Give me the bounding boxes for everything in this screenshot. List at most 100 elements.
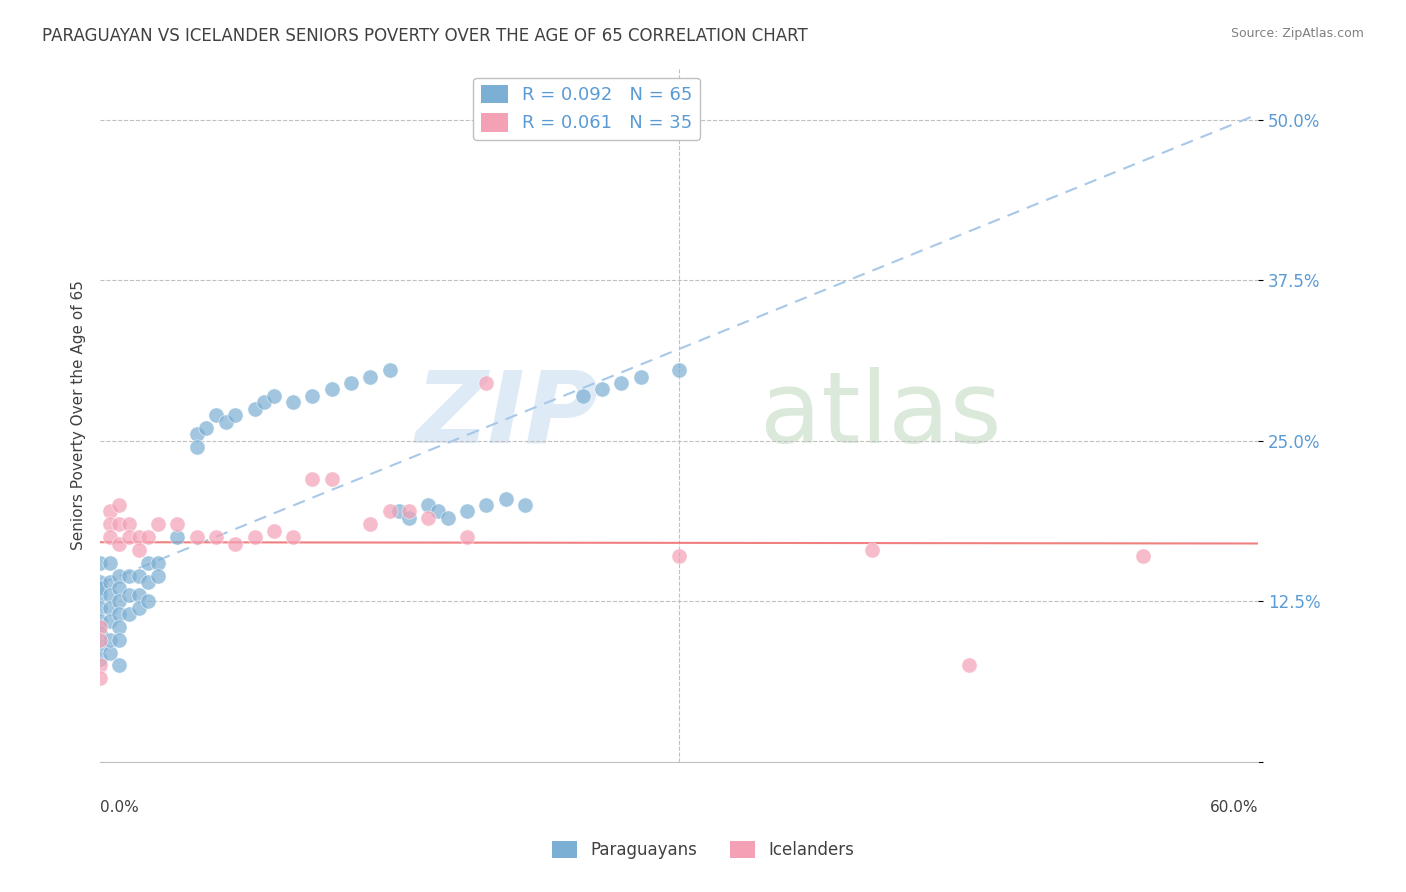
Point	[263, 524, 285, 538]
Point	[89, 652, 111, 666]
Point	[513, 498, 536, 512]
Point	[118, 607, 141, 622]
Point	[359, 369, 381, 384]
Point	[456, 530, 478, 544]
Point	[98, 614, 121, 628]
Point	[89, 639, 111, 653]
Point	[108, 498, 131, 512]
Point	[186, 530, 208, 544]
Point	[146, 568, 169, 582]
Point	[89, 556, 111, 570]
Point	[98, 600, 121, 615]
Text: Source: ZipAtlas.com: Source: ZipAtlas.com	[1230, 27, 1364, 40]
Y-axis label: Seniors Poverty Over the Age of 65: Seniors Poverty Over the Age of 65	[72, 280, 86, 550]
Point	[146, 517, 169, 532]
Point	[98, 646, 121, 660]
Point	[89, 582, 111, 596]
Point	[301, 472, 323, 486]
Point	[128, 568, 150, 582]
Point	[860, 543, 883, 558]
Point	[195, 421, 218, 435]
Point	[108, 632, 131, 647]
Point	[475, 376, 498, 390]
Point	[89, 626, 111, 640]
Point	[98, 504, 121, 518]
Point	[668, 549, 690, 564]
Point	[224, 536, 246, 550]
Point	[321, 472, 343, 486]
Point	[128, 588, 150, 602]
Point	[340, 376, 363, 390]
Point	[108, 607, 131, 622]
Point	[359, 517, 381, 532]
Point	[283, 395, 305, 409]
Point	[118, 530, 141, 544]
Point	[283, 530, 305, 544]
Point	[138, 575, 160, 590]
Point	[418, 498, 440, 512]
Point	[128, 530, 150, 544]
Point	[630, 369, 652, 384]
Point	[108, 582, 131, 596]
Text: atlas: atlas	[761, 367, 1002, 464]
Point	[89, 600, 111, 615]
Point	[118, 568, 141, 582]
Point	[166, 517, 188, 532]
Point	[108, 517, 131, 532]
Point	[89, 671, 111, 685]
Point	[128, 600, 150, 615]
Point	[89, 658, 111, 673]
Point	[118, 588, 141, 602]
Point	[186, 440, 208, 454]
Point	[128, 543, 150, 558]
Point	[591, 383, 613, 397]
Point	[146, 556, 169, 570]
Point	[108, 594, 131, 608]
Point	[186, 427, 208, 442]
Point	[243, 530, 266, 544]
Point	[957, 658, 980, 673]
Point	[301, 389, 323, 403]
Point	[205, 530, 228, 544]
Point	[98, 530, 121, 544]
Point	[89, 614, 111, 628]
Point	[108, 568, 131, 582]
Legend: Paraguayans, Icelanders: Paraguayans, Icelanders	[546, 834, 860, 866]
Point	[214, 415, 236, 429]
Text: PARAGUAYAN VS ICELANDER SENIORS POVERTY OVER THE AGE OF 65 CORRELATION CHART: PARAGUAYAN VS ICELANDER SENIORS POVERTY …	[42, 27, 808, 45]
Point	[418, 511, 440, 525]
Point	[388, 504, 411, 518]
Point	[398, 511, 420, 525]
Point	[495, 491, 517, 506]
Point	[1132, 549, 1154, 564]
Legend: R = 0.092   N = 65, R = 0.061   N = 35: R = 0.092 N = 65, R = 0.061 N = 35	[474, 78, 700, 140]
Point	[138, 556, 160, 570]
Point	[98, 517, 121, 532]
Point	[138, 594, 160, 608]
Point	[436, 511, 458, 525]
Point	[108, 536, 131, 550]
Point	[205, 408, 228, 422]
Point	[108, 658, 131, 673]
Point	[456, 504, 478, 518]
Point	[108, 620, 131, 634]
Point	[321, 383, 343, 397]
Point	[98, 575, 121, 590]
Point	[89, 588, 111, 602]
Point	[243, 401, 266, 416]
Point	[253, 395, 276, 409]
Point	[263, 389, 285, 403]
Point	[166, 530, 188, 544]
Point	[98, 632, 121, 647]
Point	[89, 632, 111, 647]
Point	[378, 504, 401, 518]
Text: 0.0%: 0.0%	[100, 800, 139, 815]
Text: 60.0%: 60.0%	[1209, 800, 1258, 815]
Point	[89, 575, 111, 590]
Point	[138, 530, 160, 544]
Point	[98, 588, 121, 602]
Point	[668, 363, 690, 377]
Point	[378, 363, 401, 377]
Point	[426, 504, 449, 518]
Point	[475, 498, 498, 512]
